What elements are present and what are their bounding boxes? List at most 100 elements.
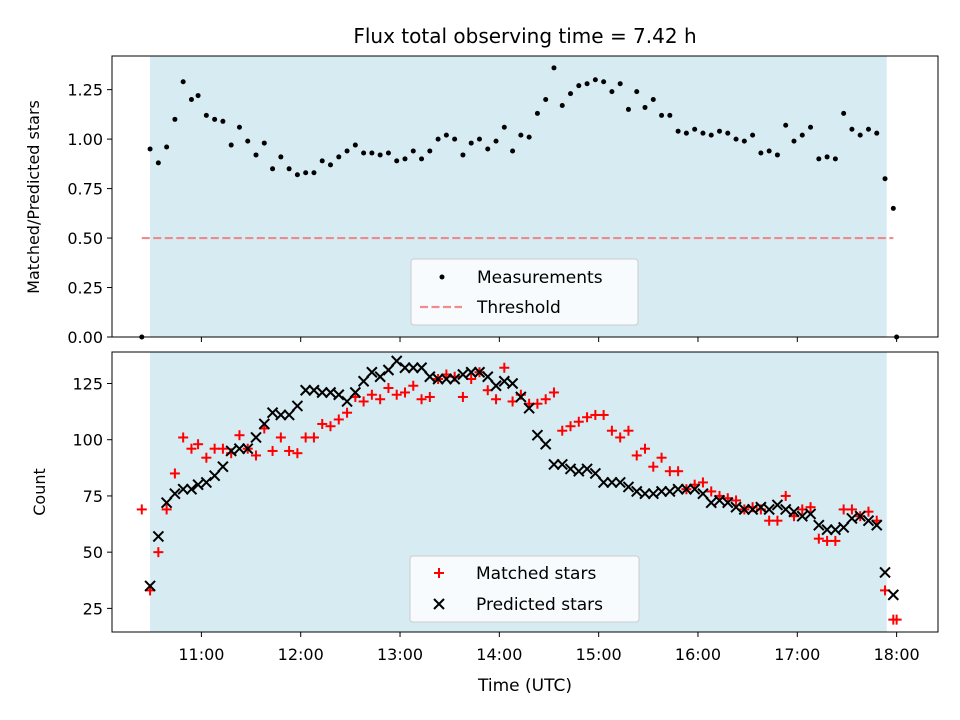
measurement-point [476, 136, 482, 142]
bottom-y-tick-label: 75 [83, 487, 103, 506]
measurement-point [443, 132, 449, 138]
measurement-point [195, 93, 201, 99]
predicted-star-point [341, 395, 353, 408]
predicted-star-point [573, 465, 585, 477]
predicted-star-point [788, 505, 800, 518]
predicted-star-point [177, 483, 189, 495]
matched-star-point [846, 504, 857, 515]
matched-star-point [358, 396, 369, 407]
predicted-star-point [597, 476, 610, 489]
matched-star-point [582, 412, 593, 423]
predicted-star-point [639, 487, 651, 500]
measurement-point [791, 138, 797, 144]
legend-marker-matched [434, 568, 444, 578]
measurement-point [559, 102, 565, 108]
predicted-star-point [490, 380, 502, 392]
measurement-point [708, 132, 714, 138]
x-axis-label: Time (UTC) [477, 676, 572, 696]
measurement-point [816, 156, 822, 162]
legend-x-glyph [433, 598, 445, 610]
matched-star-point [178, 432, 189, 443]
measurement-point [236, 124, 242, 130]
top-axes-frame [111, 55, 939, 338]
bottom-legend-box [409, 555, 640, 623]
top-legend: Measurements Threshold [410, 258, 639, 326]
predicted-star-point [440, 373, 453, 385]
predicted-star-point [374, 371, 386, 383]
matched-star-point [697, 477, 708, 488]
measurement-point [841, 110, 847, 116]
predicted-star-point [837, 521, 850, 534]
predicted-star-point [160, 496, 173, 509]
matched-star-point [169, 468, 180, 479]
top-y-tick-label: 0.25 [67, 279, 103, 298]
measurement-point [485, 146, 491, 152]
legend-plus-glyph [434, 568, 444, 578]
matched-star-point [317, 418, 328, 429]
matched-star-point [656, 452, 667, 463]
matched-star-point [573, 416, 584, 427]
predicted-star-point [738, 503, 751, 516]
measurement-point [551, 65, 557, 71]
matched-star-point [217, 443, 228, 454]
predicted-star-point [755, 501, 767, 513]
measurement-point [675, 128, 681, 134]
x-tick-label: 14:00 [476, 645, 522, 664]
matched-star-point [631, 450, 642, 461]
measurement-point [543, 97, 549, 103]
predicted-star-point [804, 508, 817, 520]
predicted-star-point [589, 467, 602, 480]
measurement-point [824, 154, 830, 160]
measurement-point [311, 170, 317, 176]
measurement-point [245, 138, 251, 144]
measurement-point [261, 140, 267, 146]
predicted-star-point [185, 483, 198, 495]
x-tick-label: 11:00 [178, 645, 224, 664]
bottom-legend: Matched stars Predicted stars [409, 555, 640, 623]
matched-star-point [813, 533, 824, 544]
measurement-point [493, 138, 499, 144]
predicted-star-point [771, 499, 784, 511]
predicted-star-point [299, 384, 312, 396]
top-x-ticks [200, 337, 898, 342]
matched-star-point [161, 504, 172, 515]
predicted-star-point [722, 496, 734, 509]
matched-star-point [251, 450, 262, 461]
predicted-star-point [622, 481, 635, 493]
measurement-point [344, 148, 350, 154]
predicted-star-point [457, 368, 469, 381]
measurement-point [526, 134, 532, 140]
measurement-point [874, 130, 880, 136]
top-y-tick-label: 1.25 [67, 81, 103, 100]
predicted-star-point [871, 519, 883, 531]
legend-label-predicted: Predicted stars [476, 595, 603, 615]
measurement-point [642, 104, 648, 110]
measurement-point [385, 150, 391, 156]
measurement-point [377, 152, 383, 158]
measurement-point [294, 172, 300, 178]
measurement-point [402, 156, 408, 162]
predicted-star-point [192, 478, 204, 491]
bottom-y-tick-label: 100 [72, 431, 103, 450]
predicted-star-point [556, 458, 568, 471]
measurement-point [733, 136, 739, 142]
matched-star-point [706, 486, 717, 497]
legend-label-measurements: Measurements [477, 268, 603, 288]
matched-star-point [540, 394, 551, 405]
predicted-star-point [564, 463, 577, 475]
matched-star-point [333, 414, 344, 425]
bottom-y-axis-label: Count [30, 468, 49, 516]
predicted-star-point [316, 386, 328, 399]
predicted-star-point [391, 355, 403, 367]
bottom-y-tick-label: 50 [83, 543, 103, 562]
predicted-star-point [606, 476, 618, 489]
bottom-y-tick-label: 125 [72, 374, 103, 393]
matched-star-point [292, 448, 303, 459]
predicted-star-point [705, 496, 717, 509]
measurement-point [147, 146, 153, 152]
measurement-point [501, 124, 507, 130]
measurement-point [303, 170, 309, 176]
measurement-point [750, 132, 756, 138]
bottom-y-axis: 25 50 75 100 125 [72, 374, 112, 618]
measurement-point [419, 156, 425, 162]
